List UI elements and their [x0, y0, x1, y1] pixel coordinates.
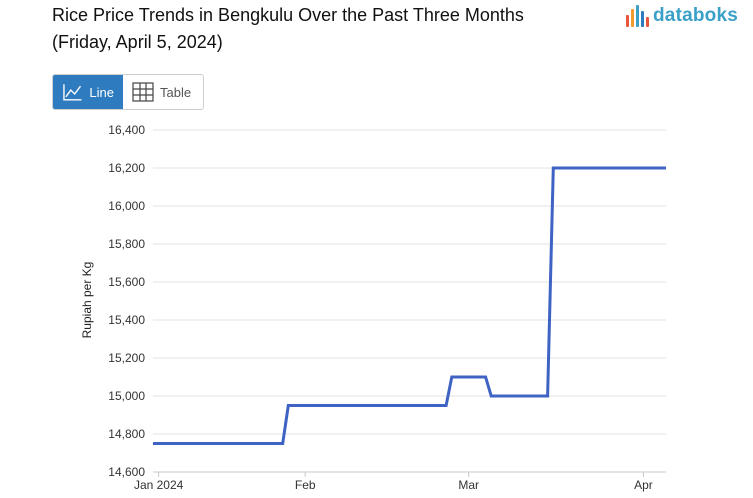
y-tick-label: 15,200 — [108, 351, 145, 365]
title-line-2: (Friday, April 5, 2024) — [52, 32, 223, 52]
logo-mark-bar — [641, 11, 644, 27]
x-tick-label: Jan 2024 — [134, 478, 184, 492]
logo-mark-bar — [626, 15, 629, 27]
y-tick-label: 14,600 — [108, 465, 145, 479]
y-tick-label: 15,800 — [108, 237, 145, 251]
title-line-1: Rice Price Trends in Bengkulu Over the P… — [52, 5, 524, 25]
y-axis-label: Rupiah per Kg — [80, 262, 94, 339]
line-view-label: Line — [89, 84, 114, 100]
y-tick-label: 16,400 — [108, 123, 145, 137]
x-tick-label: Mar — [458, 478, 479, 492]
logo-mark-bar — [636, 5, 639, 27]
x-axis-ticks: Jan 2024 Feb Mar Apr — [134, 472, 653, 492]
table-view-label: Table — [160, 84, 192, 100]
x-tick-label: Apr — [634, 478, 653, 492]
chart-title: Rice Price Trends in Bengkulu Over the P… — [52, 2, 612, 56]
logo-text: databoks — [653, 5, 739, 26]
y-tick-label: 15,400 — [108, 313, 145, 327]
line-chart-icon — [63, 84, 82, 101]
line-view-button[interactable]: Line — [53, 75, 123, 109]
y-axis-ticks: 14,600 14,800 15,000 15,200 15,400 15,600 15,8… — [108, 123, 145, 479]
view-toggle: Line Table — [52, 74, 204, 110]
databoks-logo: databoks — [626, 4, 738, 28]
table-grid-icon — [132, 82, 154, 102]
logo-mark-bar — [646, 17, 649, 27]
gridlines — [153, 129, 666, 473]
x-tick-label: Feb — [295, 478, 316, 492]
series-line — [153, 166, 666, 445]
y-tick-label: 16,200 — [108, 161, 145, 175]
databoks-logo-icon — [626, 5, 649, 27]
y-tick-label: 15,600 — [108, 275, 145, 289]
logo-mark-bar — [631, 9, 634, 27]
y-tick-label: 15,000 — [108, 389, 145, 403]
y-tick-label: 16,000 — [108, 199, 145, 213]
y-tick-label: 14,800 — [108, 427, 145, 441]
table-view-button[interactable]: Table — [123, 75, 203, 109]
